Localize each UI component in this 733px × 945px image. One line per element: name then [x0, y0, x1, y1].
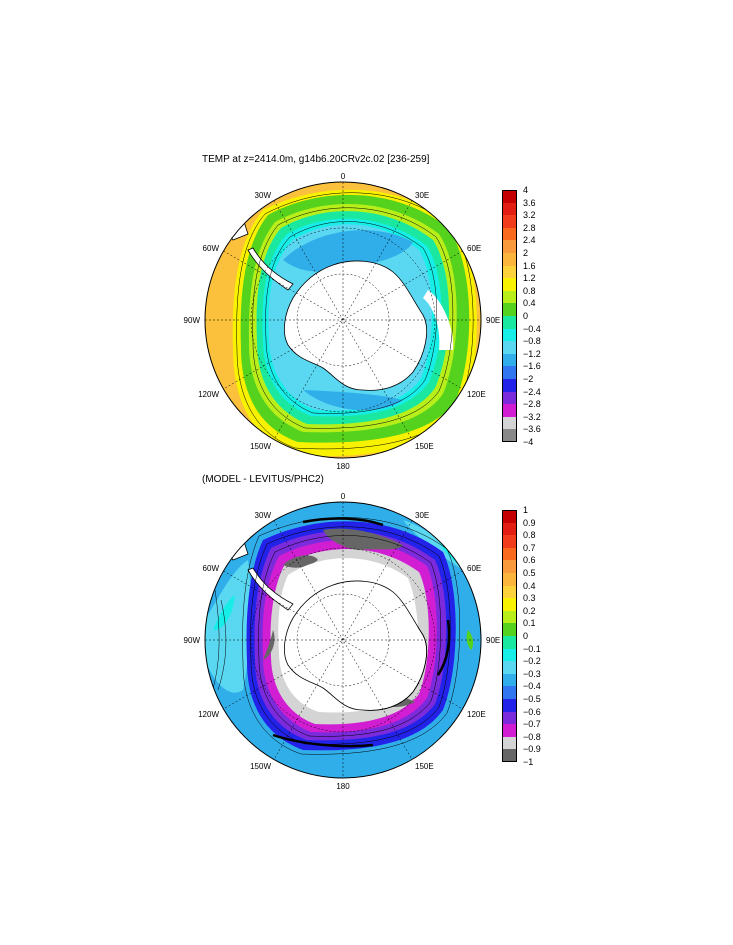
panel2-colorbar-label: −0.3	[523, 668, 541, 679]
panel2-south-america	[221, 502, 249, 561]
panel2-colorbar-label: 0.2	[523, 605, 536, 616]
panel1-colorbar-label: 3.2	[523, 210, 536, 221]
panel2-black-front	[272, 517, 451, 748]
panel1-lon-label-150w: 150W	[250, 442, 271, 451]
panel2-colorbar-label: 0.4	[523, 580, 536, 591]
panel1-colorbar-label: −3.6	[523, 424, 541, 435]
panel2-colorbar-label: 0.8	[523, 530, 536, 541]
panel2-colorbar-label: −0.5	[523, 694, 541, 704]
panel2-colorbar-frame	[502, 510, 517, 762]
panel2-colorbar-label: −0.6	[523, 706, 541, 717]
panel1-title: TEMP at z=2414.0m, g14b6.20CRv2c.02 [236…	[202, 154, 430, 165]
panel2-lon-label-150e: 150E	[415, 762, 434, 771]
panel2-colorbar-label: 0.9	[523, 517, 536, 528]
panel1-lon-label-90w: 90W	[184, 316, 201, 325]
panel2-lon-label-180: 180	[336, 782, 350, 791]
panel2-graticule	[205, 502, 481, 778]
panel1-south-america	[221, 182, 249, 241]
panel1-colorbar-label: −0.8	[523, 336, 541, 347]
panel2-colorbar-label: 1	[523, 505, 529, 515]
panel2-light-blue-patches	[205, 520, 463, 693]
panel2-colorbar-label: −1	[523, 757, 534, 767]
panel2-antarctica-outline	[283, 580, 427, 711]
panel1-colorbar-label: 2	[523, 248, 529, 258]
panel2-lon-label-60e: 60E	[467, 564, 481, 573]
panel2-lon-label-90w: 90W	[184, 636, 201, 645]
panel1-colorbar-label: 0.8	[523, 285, 536, 296]
panel1-colorbar: 4 3.6 3.2 2.8 2.4 2 1.6 1.2 0.8 0.4 0 −0.4 −0.8 −1.2 −…	[502, 185, 562, 455]
panel1-map-border	[204, 181, 482, 459]
panel1-colorbar-label: 0	[523, 311, 529, 321]
panel2-colorbar-label: 0.1	[523, 618, 536, 629]
panel1-colorbar-label: −3.2	[523, 411, 541, 422]
panel1-lon-label-90e: 90E	[486, 316, 500, 325]
panel1-colorbar-label: −4	[523, 437, 534, 447]
panel1-colorbar-label: 3.6	[523, 197, 536, 208]
panel2-colorbar-label: −0.9	[523, 744, 541, 755]
panel2-lon-label-90e: 90E	[486, 636, 500, 645]
panel1-graticule	[205, 182, 481, 458]
panel1-colorbar-label: 2.8	[523, 222, 536, 233]
panel2-lon-label-150w: 150W	[250, 762, 271, 771]
panel2-inner-shelf-white	[278, 558, 419, 713]
panel2-colorbar-label: −0.8	[523, 731, 541, 742]
panel1-colorbar-label: −0.4	[523, 323, 541, 334]
panel1-colorbar-label: −1.2	[523, 348, 541, 359]
panel2-colorbar-label: −0.1	[523, 643, 541, 654]
panel2-polar-map: 0 30E 60E 90E 120E 150E 180 150W 120W 90…	[184, 492, 501, 791]
panel1-colorbar-label: −2.8	[523, 399, 541, 410]
panel1-lon-label-0: 0	[341, 172, 346, 181]
panel2-colorbar-label: −0.4	[523, 681, 541, 692]
panel1-antarctica-land	[283, 260, 427, 391]
panel2-dark-grey-patches	[263, 528, 415, 707]
panel1-lon-label-150e: 150E	[415, 442, 434, 451]
panel2-colorbar: 1 0.9 0.8 0.7 0.6 0.5 0.4 0.3 0.2 0.1 0 −0.1 −0.2 −0.…	[502, 505, 562, 775]
panel1-colorbar-label: −2.4	[523, 386, 541, 397]
panel2-colorbar-label: 0	[523, 631, 529, 641]
panel1-lon-label-30e: 30E	[415, 191, 429, 200]
panel1-colorbar-label: −1.6	[523, 361, 541, 372]
panel1-contour-lines	[236, 192, 474, 450]
panel2-lon-label-30w: 30W	[255, 511, 272, 520]
panel2-colorbar-label: −0.7	[523, 719, 541, 730]
panel1-lon-label-60w: 60W	[203, 244, 220, 253]
panel1-colorbar-label: 4	[523, 185, 529, 195]
panel1-colorbar-label: 2.4	[523, 235, 536, 246]
panel1-polar-map: 0 30E 60E 90E 120E 150E 180 150W 120W 90…	[184, 172, 501, 471]
panel1-lon-label-120e: 120E	[467, 390, 486, 399]
panel2-contour-lines	[210, 517, 460, 755]
panel1-lon-label-120w: 120W	[198, 390, 219, 399]
panel1-lon-label-180: 180	[336, 462, 350, 471]
panel2-lon-label-60w: 60W	[203, 564, 220, 573]
panel1-colorbar-label: 1.6	[523, 260, 536, 271]
panel2-colorbar-label: 0.5	[523, 568, 536, 578]
panel2-title: (MODEL - LEVITUS/PHC2)	[202, 474, 324, 485]
panel2-peninsula	[247, 567, 294, 611]
panel2-lon-label-30e: 30E	[415, 511, 429, 520]
panel2-colorbar-label: 0.6	[523, 555, 536, 566]
panel1-colorbar-label: 0.4	[523, 298, 536, 309]
panel1-colorbar-label: −2	[523, 374, 534, 384]
panel2-map-border	[204, 501, 482, 779]
panel1-colorbar-frame	[502, 190, 517, 442]
panel2-lon-label-120w: 120W	[198, 710, 219, 719]
panel1-peninsula	[247, 247, 294, 291]
panel2-colorbar-label: −0.2	[523, 656, 541, 667]
panel2-lon-label-120e: 120E	[467, 710, 486, 719]
panel1-lon-label-30w: 30W	[255, 191, 272, 200]
panel2-lon-label-0: 0	[341, 492, 346, 501]
panel1-colorbar-label: 1.2	[523, 273, 536, 284]
panel2-colorbar-label: 0.3	[523, 593, 536, 604]
panel2-colorbar-label: 0.7	[523, 542, 536, 553]
panel1-lon-label-60e: 60E	[467, 244, 481, 253]
